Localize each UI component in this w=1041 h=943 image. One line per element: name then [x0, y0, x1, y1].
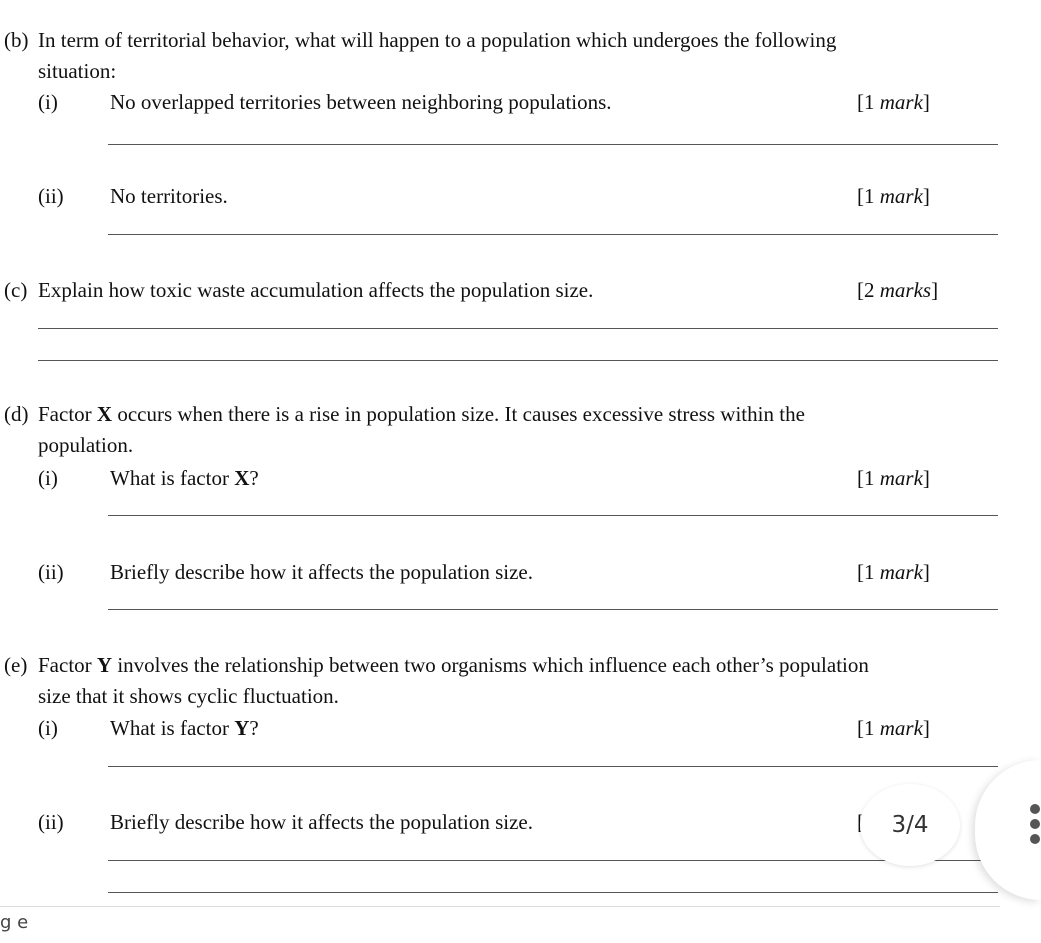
question-d-label: (d)	[4, 402, 29, 426]
question-b-label: (b)	[4, 28, 29, 52]
question-e-i-marks: [1 mark]	[857, 716, 930, 740]
question-b-text: In term of territorial behavior, what wi…	[38, 28, 837, 52]
answer-line	[108, 766, 998, 767]
question-d-ii-marks: [1 mark]	[857, 560, 930, 584]
question-b-ii-marks: [1 mark]	[857, 184, 930, 208]
answer-line	[38, 328, 998, 329]
question-d-ii-num: (ii)	[38, 560, 64, 584]
menu-dot	[1030, 804, 1040, 814]
answer-line	[108, 609, 998, 610]
question-b-text-cont: situation:	[38, 59, 117, 83]
question-d-ii-text: Briefly describe how it affects the popu…	[110, 560, 533, 584]
question-c-label: (c)	[4, 278, 28, 302]
question-e-text-cont: size that it shows cyclic fluctuation.	[38, 684, 339, 708]
question-e-ii-num: (ii)	[38, 810, 64, 834]
question-e-i-num: (i)	[38, 716, 58, 740]
answer-line	[108, 860, 998, 861]
question-b-ii-text: No territories.	[110, 184, 228, 208]
question-b-i-num: (i)	[38, 90, 58, 114]
answer-line	[108, 144, 998, 145]
page-indicator[interactable]: 3/4	[860, 784, 960, 866]
question-e-text: Factor Y involves the relationship betwe…	[38, 653, 869, 677]
question-e-label: (e)	[4, 653, 28, 677]
answer-line	[108, 234, 998, 235]
question-b-i-marks: [1 mark]	[857, 90, 930, 114]
menu-dot	[1030, 834, 1040, 844]
question-d-i-num: (i)	[38, 466, 58, 490]
question-b-i-text: No overlapped territories between neighb…	[110, 90, 612, 114]
question-e-ii-text: Briefly describe how it affects the popu…	[110, 810, 533, 834]
question-d-text-cont: population.	[38, 433, 134, 457]
page-divider	[0, 906, 1000, 907]
question-e-i-text: What is factor Y?	[110, 716, 259, 740]
more-options-button[interactable]	[975, 760, 1041, 900]
question-d-i-text: What is factor X?	[110, 466, 259, 490]
question-c-text: Explain how toxic waste accumulation aff…	[38, 278, 594, 302]
question-d-text: Factor X occurs when there is a rise in …	[38, 402, 805, 426]
question-c-marks: [2 marks]	[857, 278, 939, 302]
answer-line	[108, 892, 998, 893]
next-page-fragment: g e	[0, 912, 29, 933]
answer-line	[108, 515, 998, 516]
answer-line	[38, 360, 998, 361]
question-d-i-marks: [1 mark]	[857, 466, 930, 490]
menu-dot	[1030, 819, 1040, 829]
question-b-ii-num: (ii)	[38, 184, 64, 208]
